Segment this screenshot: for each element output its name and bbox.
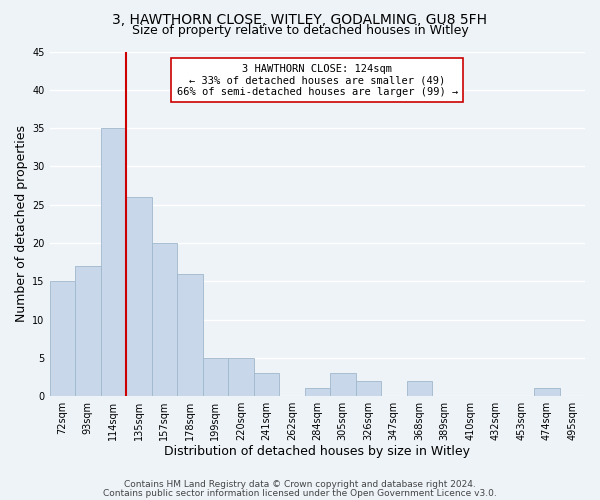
Bar [126,197,152,396]
Bar [177,274,203,396]
Bar [75,266,101,396]
Bar [330,373,356,396]
Bar [534,388,560,396]
Bar [305,388,330,396]
Bar [228,358,254,396]
Bar [407,381,432,396]
Bar [356,381,381,396]
Bar [152,243,177,396]
Bar [50,281,75,396]
Text: 3, HAWTHORN CLOSE, WITLEY, GODALMING, GU8 5FH: 3, HAWTHORN CLOSE, WITLEY, GODALMING, GU… [113,12,487,26]
Bar [101,128,126,396]
Bar [203,358,228,396]
Text: 3 HAWTHORN CLOSE: 124sqm
← 33% of detached houses are smaller (49)
66% of semi-d: 3 HAWTHORN CLOSE: 124sqm ← 33% of detach… [176,64,458,97]
Y-axis label: Number of detached properties: Number of detached properties [15,126,28,322]
Bar [254,373,279,396]
X-axis label: Distribution of detached houses by size in Witley: Distribution of detached houses by size … [164,444,470,458]
Text: Contains public sector information licensed under the Open Government Licence v3: Contains public sector information licen… [103,488,497,498]
Text: Contains HM Land Registry data © Crown copyright and database right 2024.: Contains HM Land Registry data © Crown c… [124,480,476,489]
Text: Size of property relative to detached houses in Witley: Size of property relative to detached ho… [131,24,469,37]
